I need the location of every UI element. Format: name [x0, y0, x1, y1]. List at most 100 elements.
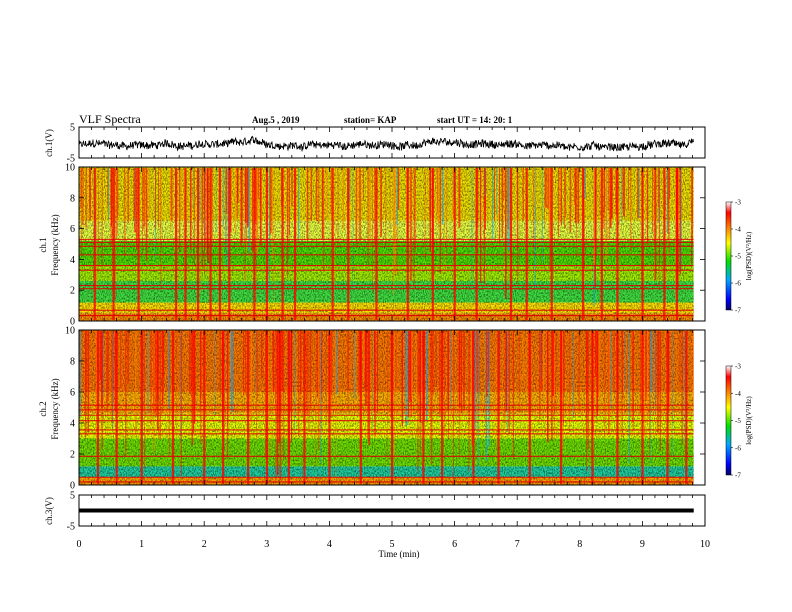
x-tick-label: 10: [700, 539, 710, 550]
ch2-spectrogram-streak: [658, 331, 660, 397]
ch2-spectrogram-streak: [488, 331, 491, 447]
ch1-spectrogram-streak: [666, 168, 669, 234]
ch2-spectrogram-streak: [144, 331, 145, 469]
ch2-spectrogram-streak: [147, 331, 149, 436]
ch1-spectrogram-burst: [347, 168, 350, 320]
ch1-spectrogram-streak: [116, 168, 119, 216]
ch1-spectrogram-ytick-label: 2: [70, 286, 75, 297]
ch1-spectrogram-streak: [549, 168, 551, 271]
ch2-spectrogram-burst: [666, 331, 669, 484]
ch2-spectrogram-burst: [641, 331, 644, 484]
ch1-spectrogram-streak: [249, 168, 251, 261]
ch1-spectrogram-burst: [663, 168, 666, 320]
ch1-spectrogram-streak: [114, 168, 116, 300]
ch2-spectrogram-burst: [171, 331, 175, 484]
ch1-spectrogram-streak: [652, 168, 653, 232]
ch1-spectrogram-streak: [334, 168, 336, 284]
ch2-spectrogram-streak: [563, 331, 564, 426]
ch1-spectrogram-streak: [516, 168, 518, 251]
ch1-spectrogram-streak: [654, 168, 657, 281]
ch2-spectrogram-streak: [405, 331, 407, 426]
ch1-spectrogram-streak: [669, 168, 671, 200]
ch1-spectrogram-streak: [322, 168, 325, 272]
ch2-spectrogram-streak: [85, 331, 87, 437]
ch1-spectrogram-burst: [453, 168, 456, 320]
ch2-spectrogram-streak: [645, 331, 647, 401]
ch2-spectrogram-streak: [671, 331, 673, 456]
ch1-spectrogram-streak: [659, 168, 660, 265]
ch3-ylabel: ch.3(V): [44, 497, 54, 525]
ch1-spectrogram-burst: [209, 168, 212, 320]
ch1-spectrogram-streak: [484, 168, 486, 230]
ch2-spectrogram-streak: [468, 331, 470, 472]
ch1-spectrogram-panel: 0 2 4 6 8 10: [65, 163, 706, 328]
ch1-spectrogram-streak: [487, 168, 489, 222]
ch1-spectrogram-streak: [499, 168, 500, 244]
ch1-spectrogram-streak: [193, 168, 195, 267]
ch2-spectrogram-streak: [655, 331, 657, 414]
ch1-spectrogram-streak: [124, 168, 126, 257]
ch2-spectrogram-burst: [140, 331, 143, 484]
ch2-spectrogram-ytick-label: 2: [70, 450, 75, 461]
ch2-spectrogram-burst: [221, 331, 225, 484]
ch2-spectrogram-streak: [540, 331, 543, 391]
ch1-spectrogram-burst: [293, 168, 297, 320]
ch2-spectrogram-streak: [153, 331, 155, 452]
x-axis-label: Time (min): [379, 549, 420, 559]
ch2-spectrogram-streak: [543, 331, 544, 400]
ch2-spectrogram-streak: [282, 331, 285, 461]
ch1-spectrogram-streak: [603, 168, 605, 229]
ch2-spectrogram-burst: [96, 331, 99, 484]
ch2-spectrogram-streak: [552, 331, 554, 397]
ch1-spectrogram-burst: [112, 168, 115, 320]
start-time-label: start UT = 14: 20: 1: [437, 115, 513, 125]
ch1-spectrogram-streak: [621, 168, 623, 210]
ch1-spectrogram-streak: [144, 168, 145, 237]
ch2-spectrogram-streak: [463, 331, 465, 411]
ch2-spectrogram-burst: [247, 331, 250, 484]
ch1-spectrogram-streak: [584, 168, 586, 199]
ch2-spectrogram-streak: [681, 331, 683, 446]
ch2-spectrogram-streak: [331, 331, 332, 396]
ch2-spectrogram-streak: [107, 331, 109, 401]
ch1-spectrogram-streak: [269, 168, 271, 291]
ch1-spectrogram-burst: [253, 168, 256, 320]
ch1-spectrogram-streak: [204, 168, 206, 248]
ch2-spectrogram-streak: [325, 331, 327, 425]
ch2-spectrogram-streak: [539, 331, 541, 419]
ch2-spectrogram-burst: [441, 331, 444, 484]
ch2-spectrogram-streak: [447, 331, 449, 410]
ch2-spectrogram-streak: [476, 331, 478, 393]
ch1-colorbar-label: log(PSD)(V²/Hz): [745, 231, 753, 280]
ch2-spectrogram-streak: [597, 331, 599, 397]
ch3-waveform-ytick-label: -5: [67, 522, 75, 533]
ch2-spectrogram-streak: [430, 331, 432, 440]
ch2-spectrogram-streak: [161, 331, 164, 406]
ch2-spectrogram-streak: [107, 331, 109, 430]
ch1-colorbar-tick-label: -3: [735, 199, 741, 207]
ch1-spec-ylabel-ch: ch.1: [38, 237, 48, 252]
ch2-spectrogram-streak: [155, 331, 157, 416]
ch2-spectrogram-streak: [587, 331, 589, 450]
ch1-spectrogram-margin: [693, 167, 705, 321]
ch2-spectrogram-streak: [300, 331, 302, 404]
station-label: station= KAP: [344, 115, 397, 125]
ch2-spectrogram-streak: [318, 331, 320, 424]
ch2-spectrogram-streak: [408, 331, 409, 418]
ch2-spectrogram-streak: [368, 331, 370, 446]
ch2-spectrogram-burst: [591, 331, 594, 484]
ch2-spectrogram-streak: [276, 331, 279, 476]
ch1-spectrogram-streak: [342, 168, 345, 230]
ch1-spectrogram-streak: [107, 168, 109, 220]
ch2-spectrogram-streak: [347, 331, 349, 390]
ch1-spectrogram-streak: [289, 168, 290, 243]
ch1-waveform-trace: [78, 135, 694, 152]
ch2-spectrogram-streak: [79, 331, 81, 418]
ch2-spectrogram-burst: [328, 331, 331, 484]
ch2-spectrogram-streak: [629, 331, 630, 464]
ch1-spectrogram-streak: [598, 168, 600, 217]
ch1-spectrogram-streak: [494, 168, 495, 222]
ch1-spectrogram-burst: [375, 168, 378, 320]
ch2-spectrogram-streak: [320, 331, 321, 464]
ch2-spectrogram-burst: [422, 331, 425, 484]
